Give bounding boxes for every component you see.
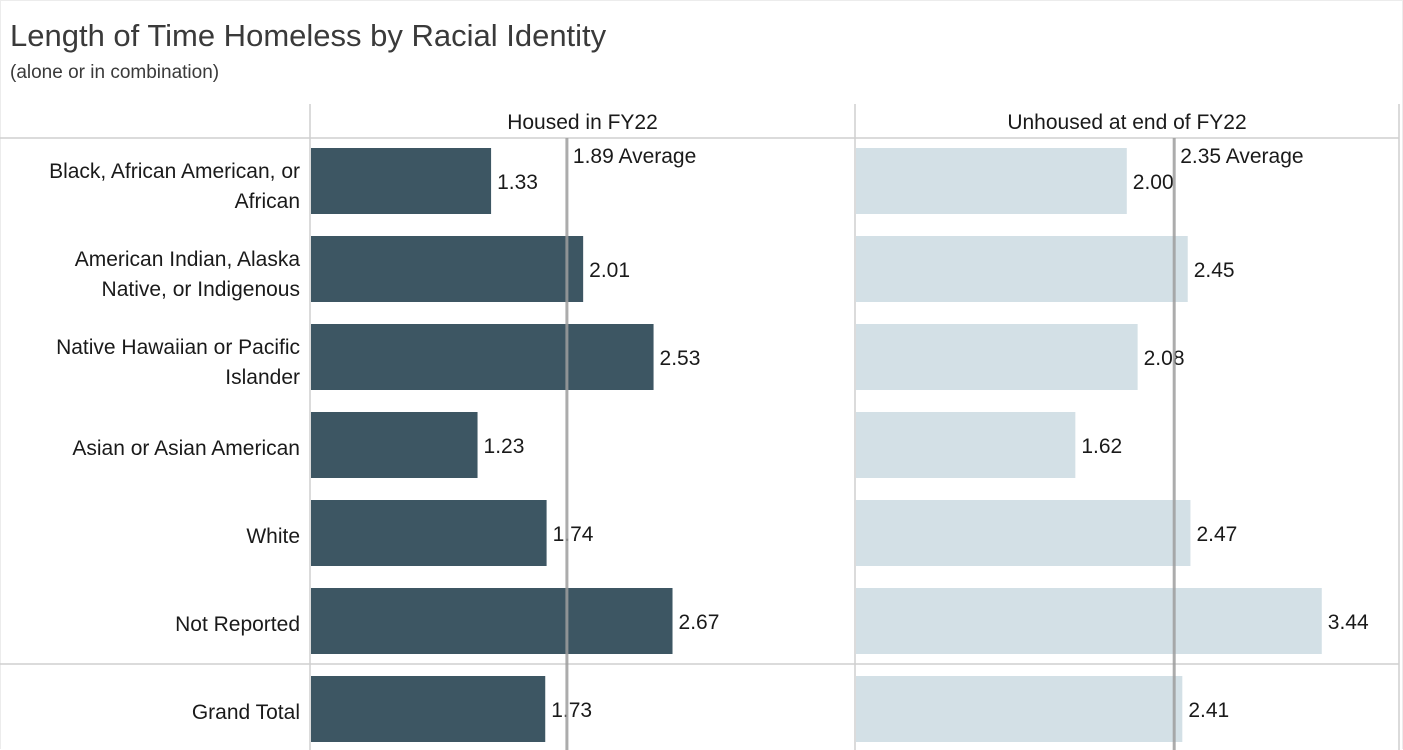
data-label: 2.41 <box>1188 699 1229 722</box>
category-label: White <box>246 525 300 548</box>
panel-header: Unhoused at end of FY22 <box>1007 111 1246 134</box>
bar <box>311 324 654 390</box>
bar <box>856 588 1322 654</box>
data-label: 1.33 <box>497 171 538 194</box>
chart-title: Length of Time Homeless by Racial Identi… <box>10 18 607 53</box>
data-label: 2.01 <box>589 259 630 282</box>
bar <box>856 500 1191 566</box>
data-label: 2.47 <box>1196 523 1237 546</box>
category-label: African <box>235 190 300 213</box>
bar <box>311 236 584 302</box>
panel-header: Housed in FY22 <box>507 111 658 134</box>
bar <box>856 236 1188 302</box>
category-label: Grand Total <box>192 701 300 724</box>
data-label: 2.00 <box>1133 171 1174 194</box>
category-label: Native Hawaiian or Pacific <box>56 336 300 359</box>
chart-subtitle: (alone or in combination) <box>10 62 220 83</box>
average-label: 2.35 Average <box>1180 145 1303 168</box>
category-label: Not Reported <box>175 613 300 636</box>
bar <box>311 588 673 654</box>
category-label: Native, or Indigenous <box>102 278 300 301</box>
bar <box>856 324 1138 390</box>
data-label: 1.73 <box>551 699 592 722</box>
data-label: 2.08 <box>1144 347 1185 370</box>
category-label: Islander <box>225 366 300 389</box>
bar <box>856 148 1127 214</box>
data-label: 2.53 <box>660 347 701 370</box>
data-label: 1.62 <box>1081 435 1122 458</box>
category-label: Black, African American, or <box>49 160 300 183</box>
category-label: American Indian, Alaska <box>75 248 301 271</box>
data-label: 1.23 <box>484 435 525 458</box>
average-label: 1.89 Average <box>573 145 696 168</box>
data-label: 1.74 <box>553 523 594 546</box>
bar <box>311 412 478 478</box>
data-label: 2.45 <box>1194 259 1235 282</box>
data-label: 2.67 <box>679 611 720 634</box>
data-label: 3.44 <box>1328 611 1369 634</box>
bar <box>856 676 1183 742</box>
bar <box>856 412 1076 478</box>
bar <box>311 148 492 214</box>
bar <box>311 676 546 742</box>
bar <box>311 500 547 566</box>
category-label: Asian or Asian American <box>72 437 300 460</box>
